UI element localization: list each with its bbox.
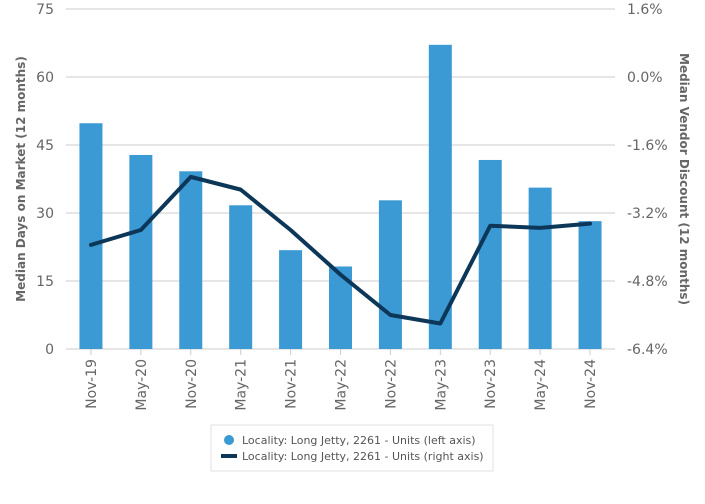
left-tick-label: 15: [36, 274, 54, 290]
right-tick-label: -1.6%: [627, 138, 668, 154]
bar: [279, 250, 303, 349]
right-tick-label: -4.8%: [627, 274, 668, 290]
right-axis-title: Median Vendor Discount (12 months): [677, 53, 691, 305]
x-tick-label: May-20: [134, 359, 150, 411]
bar: [129, 154, 153, 349]
legend-box: [210, 424, 494, 472]
x-tick-label: Nov-24: [583, 359, 599, 409]
right-tick-label: -6.4%: [627, 342, 668, 358]
bar-series: [79, 44, 602, 350]
right-tick-label: 0.0%: [627, 70, 663, 86]
left-tick-label: 30: [36, 206, 54, 222]
bar: [179, 171, 203, 349]
right-axis-ticks: -6.4% -4.8% -3.2% -1.6% 0.0% 1.6%: [627, 2, 668, 358]
right-tick-label: -3.2%: [627, 206, 668, 222]
x-tick-label: Nov-21: [284, 359, 300, 409]
right-tick-label: 1.6%: [627, 2, 663, 18]
line-series: [88, 174, 593, 326]
left-tick-label: 45: [36, 138, 54, 154]
legend-bar-marker: [224, 435, 234, 445]
x-tick-label: May-24: [533, 359, 549, 411]
x-axis-ticks: Nov-19 May-20 Nov-20 May-21 Nov-21 May-22 Nov-…: [84, 349, 599, 411]
bar: [378, 200, 402, 349]
bar: [329, 266, 352, 349]
left-tick-label: 60: [36, 70, 54, 86]
series-line: [88, 174, 593, 326]
left-axis-title: Median Days on Market (12 months): [14, 56, 28, 302]
bar: [229, 205, 253, 349]
left-axis-ticks: 0 15 30 45 60 75: [36, 2, 54, 358]
x-tick-label: Nov-23: [483, 359, 499, 409]
x-tick-label: May-22: [334, 359, 350, 411]
left-tick-label: 0: [45, 342, 54, 358]
bar: [578, 221, 602, 349]
left-tick-label: 75: [36, 2, 54, 18]
x-tick-label: Nov-20: [184, 359, 200, 409]
x-tick-label: Nov-22: [383, 359, 399, 409]
x-tick-label: Nov-19: [84, 359, 100, 409]
legend: Locality: Long Jetty, 2261 - Units (left…: [210, 424, 494, 472]
x-tick-label: May-21: [234, 359, 250, 411]
bar: [528, 187, 552, 349]
legend-entry-bars: Locality: Long Jetty, 2261 - Units (left…: [242, 434, 476, 447]
bar: [478, 159, 502, 349]
bar: [79, 123, 103, 350]
x-tick-label: May-23: [433, 359, 449, 411]
legend-entry-line: Locality: Long Jetty, 2261 - Units (righ…: [242, 450, 484, 463]
bar: [428, 44, 452, 350]
